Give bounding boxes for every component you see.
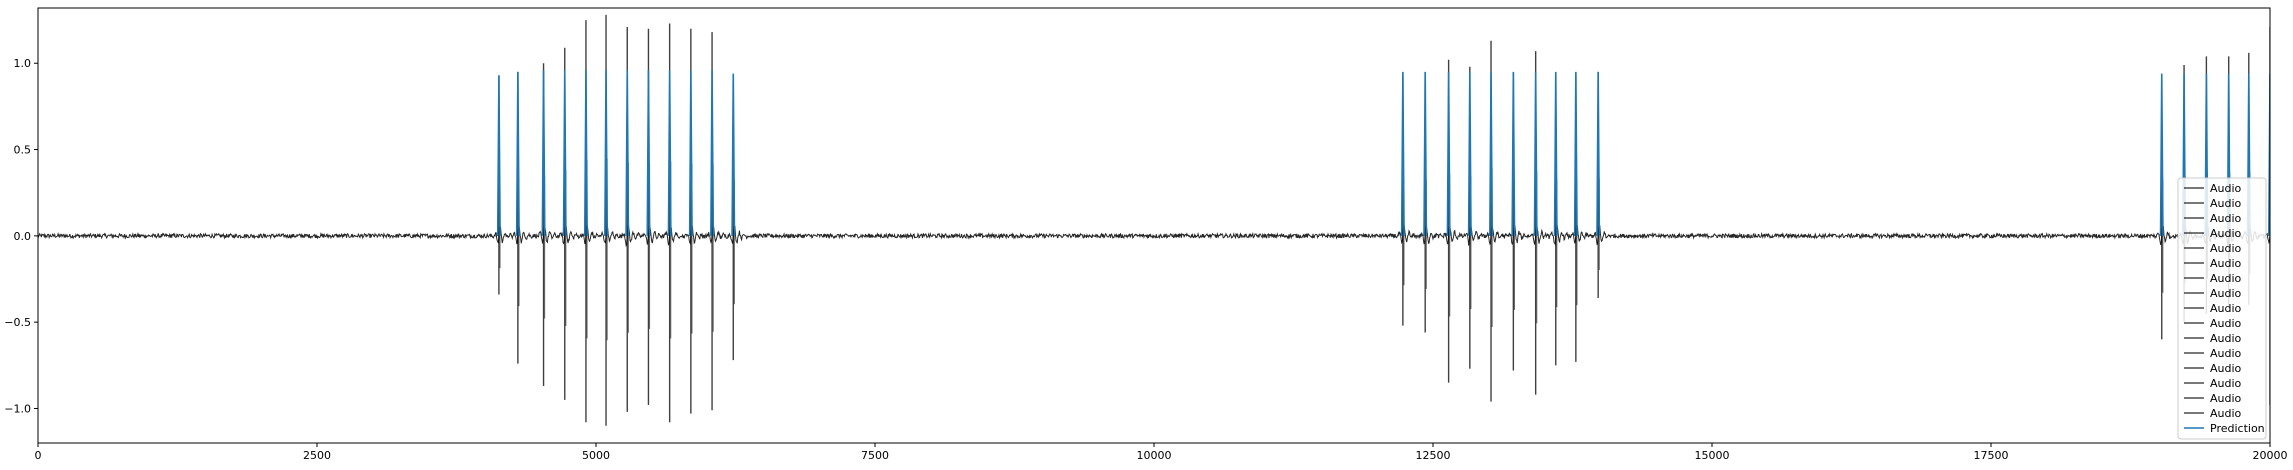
y-tick-label: −1.0 [4,402,31,415]
x-tick-label: 17500 [1974,449,2009,462]
x-tick-label: 20000 [2253,449,2288,462]
prediction-spike [1489,71,1494,236]
prediction-spike [1596,71,1601,236]
legend-label: Audio [2210,377,2242,390]
plot-series [38,14,2270,426]
legend: Audio Audio Audio Audio Audio Audio Audio Audio… [2177,177,2267,440]
x-tick-label: 5000 [582,449,610,462]
prediction-spike [1446,71,1451,236]
legend-label: Audio [2210,392,2242,405]
legend-label: Audio [2210,347,2242,360]
y-tick-label: 0.5 [14,144,32,157]
legend-label: Audio [2210,287,2242,300]
x-tick-label: 2500 [303,449,331,462]
y-tick-label: −0.5 [4,316,31,329]
prediction-spike [1400,71,1405,236]
x-tick-label: 10000 [1137,449,1172,462]
legend-label: Audio [2210,227,2242,240]
legend-label: Prediction [2210,422,2265,435]
prediction-spike [646,70,651,236]
prediction-spike [2159,73,2164,236]
x-axis: 0 2500 5000 7500 10000 12500 15000 17500 20000 [35,443,2288,462]
prediction-spike [1553,71,1558,236]
y-tick-label: 0.0 [14,230,32,243]
legend-label: Audio [2210,212,2242,225]
prediction-spike [604,70,609,236]
x-tick-label: 7500 [861,449,889,462]
prediction-spike [583,70,588,236]
legend-label: Audio [2210,362,2242,375]
prediction-spike [2268,73,2270,236]
legend-label: Audio [2210,182,2242,195]
prediction-spike [1467,71,1472,236]
legend-label: Audio [2210,332,2242,345]
legend-label: Audio [2210,242,2242,255]
legend-label: Audio [2210,197,2242,210]
prediction-spike [1573,71,1578,236]
prediction-spike [562,70,567,236]
legend-box [2177,177,2267,440]
y-tick-label: 1.0 [14,57,32,70]
prediction-spike [667,70,672,236]
prediction-spike [688,70,693,236]
legend-label: Audio [2210,302,2242,315]
x-tick-label: 0 [35,449,42,462]
x-tick-label: 15000 [1695,449,1730,462]
x-tick-label: 12500 [1416,449,1451,462]
prediction-spike [515,71,520,236]
prediction-spike [1511,71,1516,236]
legend-label: Audio [2210,317,2242,330]
legend-label: Audio [2210,272,2242,285]
legend-label: Audio [2210,407,2242,420]
prediction-spike [1533,71,1538,236]
prediction-spike [541,70,546,236]
y-axis: 1.0 0.5 0.0 −0.5 −1.0 [4,57,38,415]
prediction-spike [496,75,501,236]
prediction-spike [1423,71,1428,236]
prediction-spike [710,70,715,236]
audio-trace [38,222,2270,248]
legend-label: Audio [2210,257,2242,270]
prediction-spike [731,73,736,236]
prediction-spike [625,70,630,236]
